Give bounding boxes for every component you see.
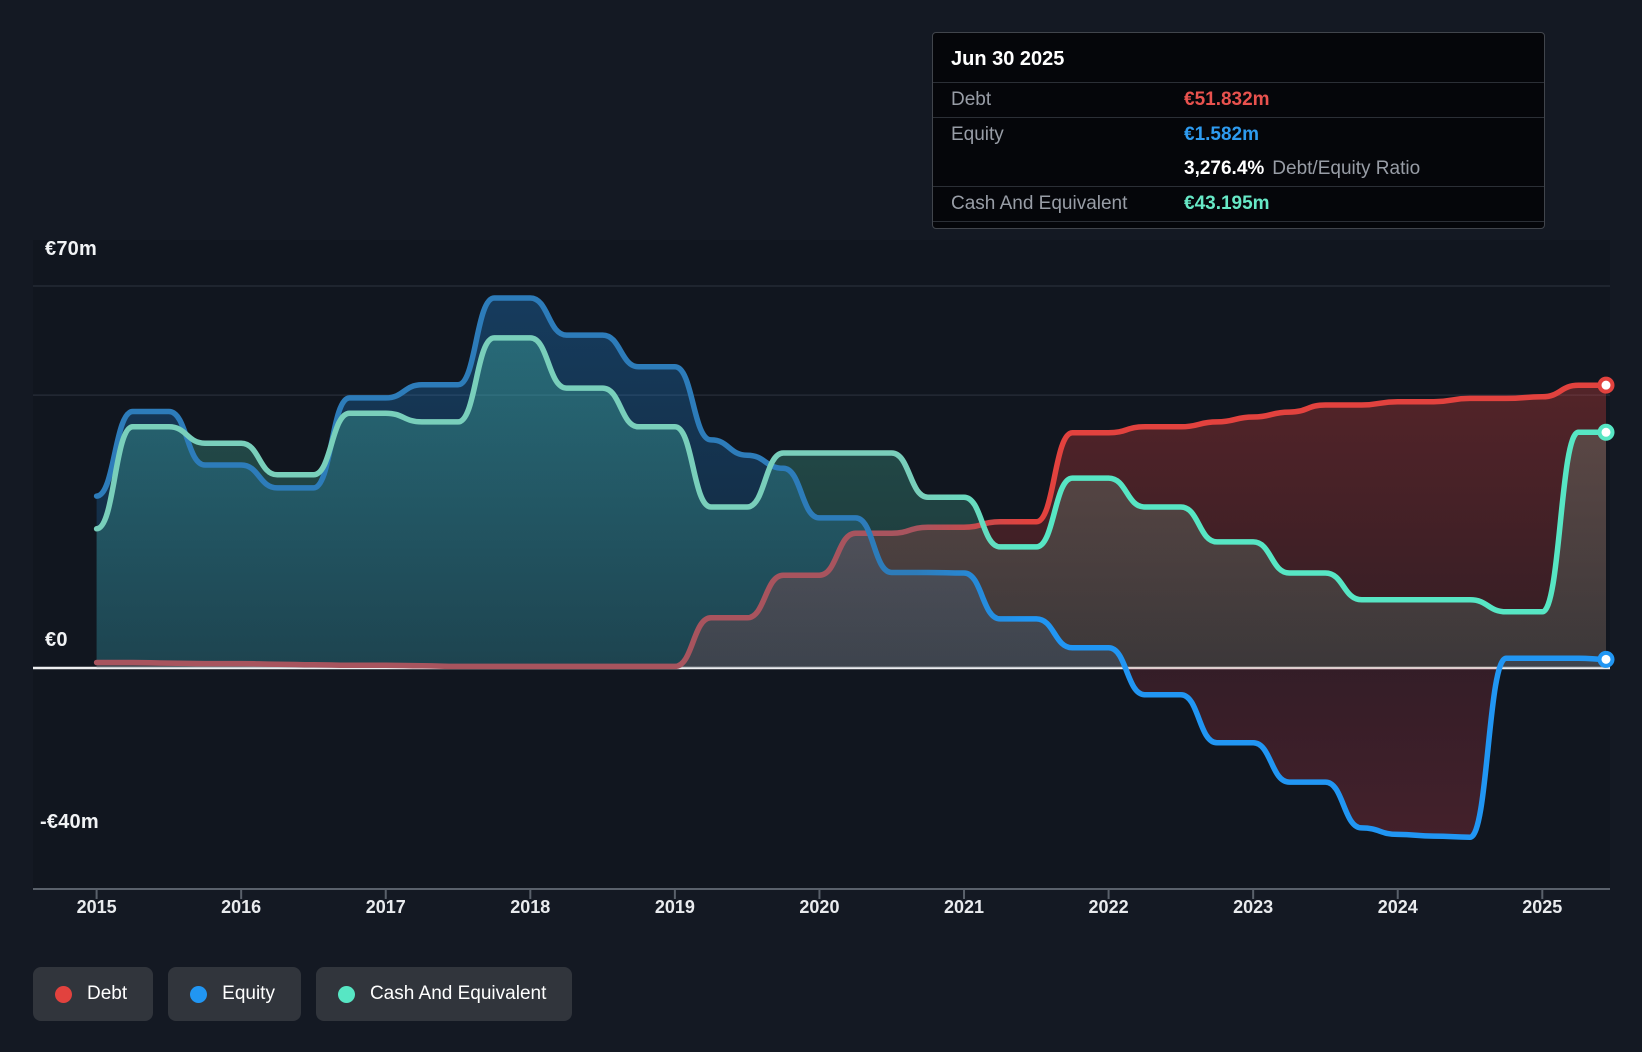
x-axis-label-2022: 2022 <box>1088 897 1129 917</box>
legend-dot-icon <box>337 985 355 1003</box>
tooltip-date: Jun 30 2025 <box>933 33 1544 83</box>
tooltip-row-cash: Cash And Equivalent €43.195m <box>933 187 1544 222</box>
legend-item-debt[interactable]: Debt <box>33 967 154 1021</box>
legend-label: Equity <box>222 983 275 1004</box>
series-lines <box>93 295 1609 840</box>
y-axis-label-0: €0 <box>45 629 68 651</box>
equity-line <box>93 295 1609 840</box>
tooltip-debt-value: €51.832m <box>1184 89 1270 110</box>
chart-tooltip: Jun 30 2025 Debt €51.832m Equity €1.582m… <box>932 32 1545 229</box>
debt-end-marker <box>1597 376 1615 394</box>
legend-label: Debt <box>87 983 128 1004</box>
legend-item-equity[interactable]: Equity <box>168 967 301 1021</box>
tooltip-row-equity: Equity €1.582m <box>933 118 1544 152</box>
x-axis-label-2016: 2016 <box>221 897 262 917</box>
tooltip-row-debt: Debt €51.832m <box>933 83 1544 118</box>
tooltip-row-ratio: 3,276.4% Debt/Equity Ratio <box>933 152 1544 187</box>
tooltip-debt-label: Debt <box>951 89 992 110</box>
tooltip-ratio-label: Debt/Equity Ratio <box>1272 158 1421 179</box>
debt-line <box>93 382 1609 670</box>
x-axis <box>33 888 1610 899</box>
x-axis-label-2023: 2023 <box>1233 897 1274 917</box>
tooltip-ratio-value: 3,276.4% <box>1184 158 1265 179</box>
cash-line <box>93 335 1609 615</box>
x-axis-label-2018: 2018 <box>510 897 551 917</box>
x-axis-label-2019: 2019 <box>654 897 695 917</box>
legend-dot-icon <box>190 985 208 1003</box>
legend-dot-icon <box>55 985 72 1003</box>
x-axis-label-2020: 2020 <box>799 897 840 917</box>
y-axis-label-neg40m: -€40m <box>40 811 99 833</box>
y-axis-label-70m: €70m <box>45 238 97 260</box>
legend-label: Cash And Equivalent <box>369 983 547 1004</box>
x-axis-label-2015: 2015 <box>76 897 117 917</box>
x-axis-label-2025: 2025 <box>1522 897 1563 917</box>
x-axis-label-2024: 2024 <box>1377 897 1418 917</box>
chart-legend: Debt Equity Cash And Equivalent <box>33 967 573 1021</box>
tooltip-equity-value: €1.582m <box>1184 124 1260 145</box>
legend-item-cash-and-equivalent[interactable]: Cash And Equivalent <box>315 967 573 1021</box>
tooltip-cash-label: Cash And Equivalent <box>951 193 1128 214</box>
series-end-markers <box>1597 376 1615 668</box>
x-axis-label-2021: 2021 <box>943 897 985 917</box>
tooltip-cash-value: €43.195m <box>1184 193 1270 214</box>
tooltip-equity-label: Equity <box>951 124 1004 145</box>
equity-end-marker <box>1597 650 1615 668</box>
x-axis-label-2017: 2017 <box>365 897 406 917</box>
cash-end-marker <box>1597 423 1615 441</box>
